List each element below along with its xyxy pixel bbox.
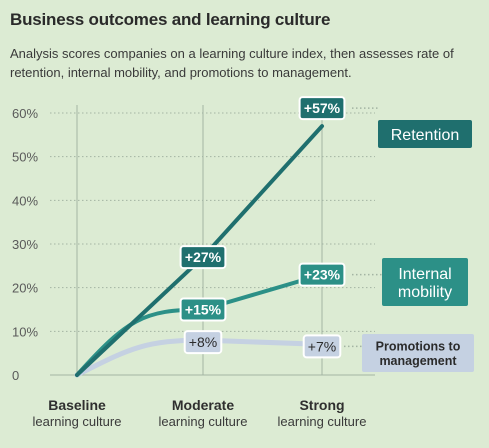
x-tick-label: Baseline xyxy=(48,397,106,413)
data-label-internal-mobility: +15% xyxy=(185,302,222,318)
data-label-promotions-box xyxy=(302,334,342,359)
x-tick-label: Moderate xyxy=(172,397,234,413)
data-label-internal-mobility: +23% xyxy=(304,267,341,283)
data-label-promotions: +8% xyxy=(189,334,217,350)
data-label-retention: +27% xyxy=(185,249,222,265)
x-tick-sublabel: learning culture xyxy=(33,414,122,429)
data-label-retention-box xyxy=(179,245,227,270)
data-label-retention: +57% xyxy=(304,100,341,116)
x-tick-sublabel: learning culture xyxy=(159,414,248,429)
x-tick-sublabel: learning culture xyxy=(278,414,367,429)
data-label-promotions-box xyxy=(183,330,223,355)
legend-box-internal-mobility xyxy=(382,258,468,306)
y-tick-label: 30% xyxy=(12,237,38,252)
y-tick-label: 50% xyxy=(12,150,38,165)
data-label-internal-mobility-box xyxy=(179,297,227,322)
legend-label-promotions: Promotions to xyxy=(376,339,461,353)
data-label-internal-mobility-box xyxy=(298,262,346,287)
legend-box-retention xyxy=(378,120,472,148)
data-label-retention-box xyxy=(298,96,346,121)
y-tick-label: 0 xyxy=(12,368,19,383)
y-tick-label: 60% xyxy=(12,106,38,121)
y-tick-label: 10% xyxy=(12,324,38,339)
legend-label-internal-mobility: mobility xyxy=(398,284,452,301)
legend-label-retention: Retention xyxy=(391,127,460,144)
x-tick-label: Strong xyxy=(299,397,344,413)
chart-title: Business outcomes and learning culture xyxy=(10,10,331,29)
legend-label-promotions: management xyxy=(379,354,457,368)
y-tick-label: 20% xyxy=(12,281,38,296)
legend-label-internal-mobility: Internal xyxy=(398,266,451,283)
chart-subtitle: Analysis scores companies on a learning … xyxy=(10,46,454,80)
y-tick-label: 40% xyxy=(12,193,38,208)
data-label-promotions: +7% xyxy=(308,338,336,354)
series-line-internal-mobility xyxy=(75,272,324,377)
legend-box-promotions xyxy=(362,334,474,372)
